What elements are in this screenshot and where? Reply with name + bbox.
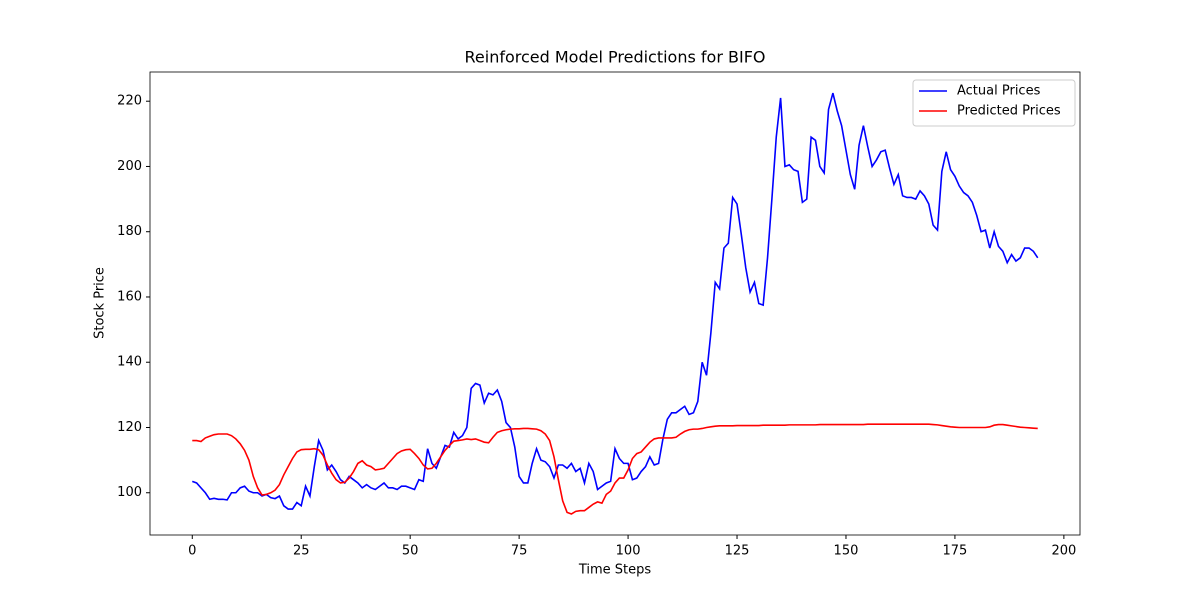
x-tick-label: 0 xyxy=(188,544,196,559)
x-tick-label: 25 xyxy=(293,544,310,559)
y-tick-label: 140 xyxy=(117,355,142,370)
y-tick-label: 120 xyxy=(117,420,142,435)
legend-label: Predicted Prices xyxy=(957,104,1061,119)
y-tick-label: 220 xyxy=(117,94,142,109)
x-tick-label: 100 xyxy=(616,544,641,559)
x-tick-label: 200 xyxy=(1051,544,1076,559)
x-tick-label: 50 xyxy=(402,544,419,559)
y-tick-label: 180 xyxy=(117,224,142,239)
x-tick-label: 175 xyxy=(943,544,968,559)
y-axis-label: Stock Price xyxy=(93,267,108,339)
y-tick-label: 200 xyxy=(117,159,142,174)
legend-box xyxy=(912,79,1076,127)
y-tick-label: 100 xyxy=(117,485,142,500)
data-line xyxy=(192,423,1038,515)
x-tick-label: 150 xyxy=(834,544,859,559)
axes-frame xyxy=(149,71,1081,536)
x-tick-label: 125 xyxy=(725,544,750,559)
y-tick-label: 160 xyxy=(117,289,142,304)
legend-label: Actual Prices xyxy=(957,84,1041,99)
chart-title: Reinforced Model Predictions for BIFO xyxy=(465,48,766,67)
x-axis-label: Time Steps xyxy=(578,563,652,578)
data-line xyxy=(191,92,1039,510)
x-tick-label: 75 xyxy=(511,544,528,559)
